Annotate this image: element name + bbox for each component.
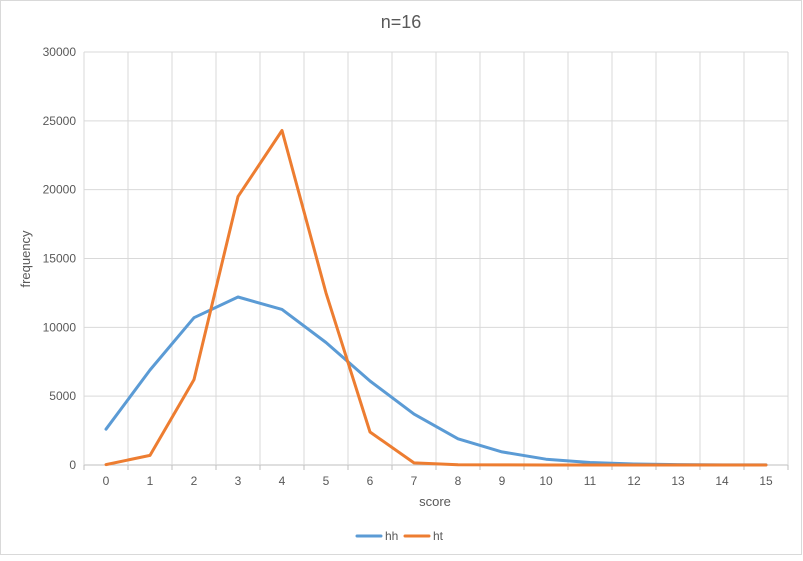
legend-label-hh: hh [385,529,398,543]
x-tick-label: 11 [584,474,597,488]
y-axis-label: frequency [18,230,33,288]
x-axis-ticks: 0 1 2 3 4 5 6 7 8 9 10 11 12 13 14 15 [103,474,773,488]
x-tick-label: 4 [279,474,286,488]
legend-label-ht: ht [433,529,444,543]
x-tick-label: 10 [539,474,553,488]
x-tick-label: 0 [103,474,110,488]
series-line-ht [104,129,768,467]
y-tick-label: 5000 [49,389,76,403]
x-tick-label: 5 [323,474,330,488]
y-tick-label: 30000 [43,45,77,59]
x-tick-label: 6 [367,474,374,488]
gridlines [83,51,789,470]
x-tick-label: 2 [191,474,198,488]
x-tick-label: 12 [627,474,641,488]
x-tick-label: 8 [455,474,462,488]
x-tick-label: 1 [147,474,154,488]
x-tick-label: 3 [235,474,242,488]
y-tick-label: 25000 [43,114,77,128]
series-lines [104,129,768,467]
legend: hh ht [355,529,444,543]
x-tick-label: 14 [715,474,729,488]
x-axis-label: score [419,494,451,509]
y-tick-label: 10000 [43,320,77,334]
y-axis-ticks: 0 5000 10000 15000 20000 25000 30000 [43,45,77,472]
y-tick-label: 0 [69,458,76,472]
y-tick-label: 15000 [43,252,77,266]
x-tick-label: 7 [411,474,418,488]
x-tick-label: 15 [759,474,773,488]
x-tick-label: 13 [671,474,685,488]
y-tick-label: 20000 [43,183,77,197]
x-tick-label: 9 [499,474,506,488]
chart-title: n=16 [381,12,422,32]
